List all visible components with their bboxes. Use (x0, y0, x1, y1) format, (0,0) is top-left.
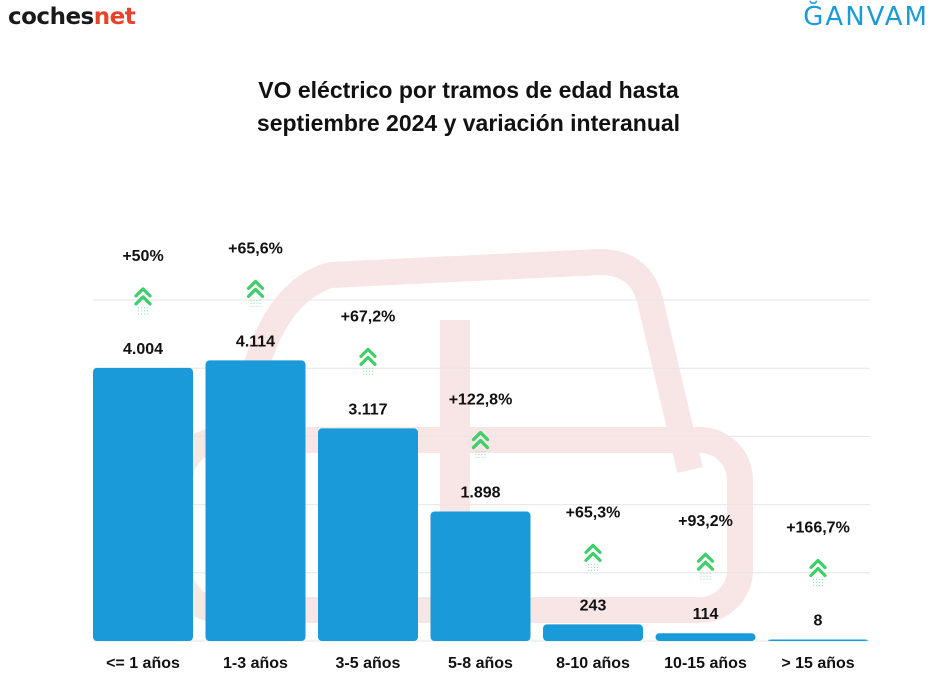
variation-label: +166,7% (786, 520, 850, 537)
category-label: 3-5 años (336, 655, 401, 672)
value-label: 1.898 (460, 485, 500, 502)
value-label: 4.004 (123, 341, 163, 358)
bar (318, 428, 418, 641)
category-label: > 15 años (781, 655, 854, 672)
chart-title-line-1: VO eléctrico por tramos de edad hasta (258, 77, 679, 103)
double-chevron-up-icon (696, 552, 715, 580)
bar (655, 633, 756, 641)
ganvam-logo: ĞANVAM (803, 2, 929, 32)
double-chevron-up-icon (134, 287, 152, 315)
bar (430, 511, 531, 641)
variation-label: +65,3% (566, 504, 621, 521)
double-chevron-up-icon (471, 430, 490, 459)
double-chevron-up-icon (246, 279, 265, 307)
category-label: 8-10 años (556, 655, 630, 672)
category-label: 1-3 años (223, 655, 288, 672)
category-label: 10-15 años (664, 655, 747, 672)
value-label: 3.117 (348, 401, 387, 418)
variation-label: +50% (122, 248, 163, 265)
bar (543, 624, 643, 641)
bar (768, 639, 868, 641)
value-label: 243 (580, 597, 607, 614)
chart-title: VO eléctrico por tramos de edad hasta se… (0, 74, 937, 140)
double-chevron-up-icon (584, 543, 602, 571)
cochesnet-logo: cochesnet (8, 4, 136, 30)
bar (205, 360, 306, 641)
variation-label: +93,2% (678, 513, 733, 530)
chart-title-line-2: septiembre 2024 y variación interanual (256, 110, 681, 136)
variation-label: +122,8% (449, 392, 513, 409)
double-chevron-up-icon (359, 347, 377, 375)
category-label: 5-8 años (448, 655, 513, 672)
category-label: <= 1 años (106, 655, 180, 672)
value-label: 4.114 (236, 333, 275, 350)
value-label: 114 (693, 606, 719, 623)
variation-label: +65,6% (228, 240, 283, 257)
bar (93, 367, 193, 641)
variation-label: +67,2% (341, 308, 396, 325)
double-chevron-up-icon (809, 558, 827, 586)
value-label: 8 (814, 613, 823, 630)
